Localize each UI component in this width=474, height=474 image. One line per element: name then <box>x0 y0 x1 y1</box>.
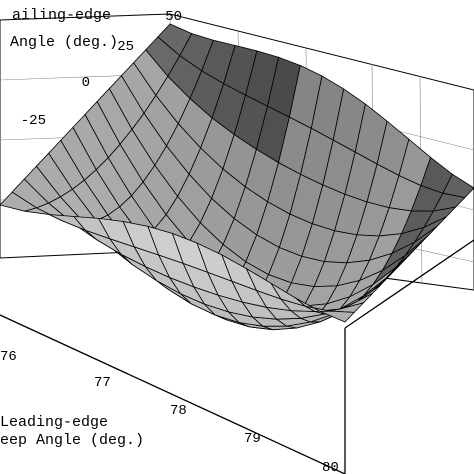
y-axis: 50 25 0 -25 ailing-edge Angle (deg.) <box>10 7 182 129</box>
x-tick-label: 78 <box>170 403 187 419</box>
y-axis-label-line: ailing-edge <box>12 7 111 24</box>
x-tick-label: 77 <box>94 375 111 391</box>
x-axis: 76 77 78 79 80 Leading-edge eep Angle (d… <box>0 349 339 474</box>
x-tick-label: 80 <box>322 460 339 474</box>
y-tick-label: 25 <box>117 39 134 55</box>
y-axis-label-line: Angle (deg.) <box>10 34 118 51</box>
y-tick-label: 50 <box>165 9 182 25</box>
x-axis-label-line: eep Angle (deg.) <box>0 432 144 449</box>
x-axis-label-line: Leading-edge <box>0 414 108 431</box>
surface-mesh <box>0 23 474 331</box>
y-tick-label: -25 <box>21 113 46 129</box>
box-edges <box>0 239 474 474</box>
y-tick-label: 0 <box>82 75 90 91</box>
surface-facet <box>320 310 356 323</box>
x-tick-label: 76 <box>0 349 17 365</box>
x-tick-label: 79 <box>244 431 261 447</box>
